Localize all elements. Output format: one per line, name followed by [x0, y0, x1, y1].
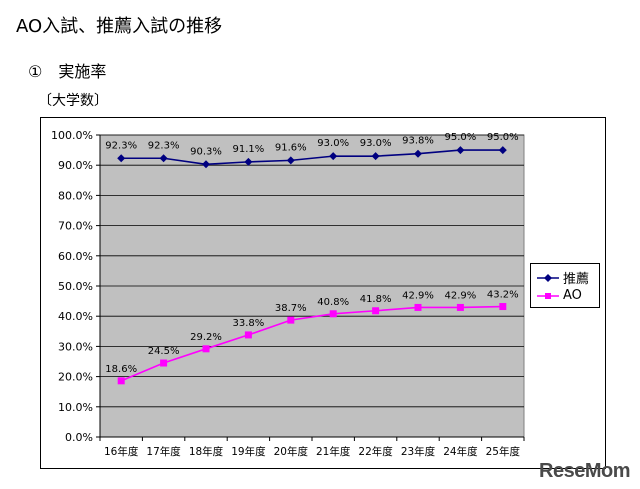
unit-label: 〔大学数〕: [38, 93, 108, 109]
data-label-ao: 33.8%: [233, 318, 265, 329]
y-tick-label: 10.0%: [58, 401, 93, 414]
data-point-ao: [372, 307, 380, 315]
x-tick-label: 17年度: [146, 445, 181, 458]
y-tick-label: 30.0%: [58, 340, 93, 353]
data-label-ao: 40.8%: [317, 297, 349, 308]
x-tick-label: 18年度: [189, 445, 224, 458]
data-label-ao: 42.9%: [445, 290, 477, 301]
y-tick-label: 50.0%: [58, 280, 93, 293]
y-tick-label: 60.0%: [58, 250, 93, 263]
data-point-ao: [329, 310, 337, 318]
data-point-suisen: [286, 156, 295, 165]
data-label-suisen: 95.0%: [487, 132, 519, 143]
data-point-suisen: [244, 157, 253, 166]
data-label-suisen: 93.0%: [360, 138, 392, 149]
data-label-ao: 24.5%: [148, 346, 180, 357]
x-tick-label: 19年度: [231, 445, 266, 458]
y-tick-label: 20.0%: [58, 371, 93, 384]
data-label-suisen: 95.0%: [445, 132, 477, 143]
data-point-suisen: [371, 152, 380, 161]
data-point-suisen: [456, 146, 465, 155]
data-label-ao: 41.8%: [360, 294, 392, 305]
series-line-ao: [120, 305, 503, 382]
y-tick-label: 40.0%: [58, 310, 93, 323]
data-label-suisen: 92.3%: [148, 140, 180, 151]
data-label-suisen: 93.0%: [317, 138, 349, 149]
data-point-ao: [117, 377, 125, 385]
data-label-suisen: 91.6%: [275, 142, 307, 153]
data-point-suisen: [329, 152, 338, 161]
data-point-suisen: [498, 146, 507, 155]
legend-label-ao: AO: [563, 288, 582, 303]
data-label-suisen: 93.8%: [402, 136, 434, 147]
data-point-ao: [244, 331, 252, 339]
data-label-suisen: 90.3%: [190, 146, 222, 157]
data-point-suisen: [414, 149, 422, 158]
legend-label-suisen: 推薦: [563, 272, 590, 287]
y-tick-label: 100.0%: [51, 129, 93, 142]
data-point-ao: [202, 345, 210, 353]
data-label-ao: 42.9%: [402, 290, 434, 301]
data-point-ao: [456, 303, 464, 311]
y-tick-label: 80.0%: [58, 189, 93, 202]
legend-item-suisen: 推薦: [537, 268, 589, 287]
x-tick-label: 24年度: [443, 445, 478, 458]
data-label-ao: 18.6%: [105, 364, 137, 375]
data-point-ao: [414, 303, 422, 311]
x-tick-label: 23年度: [401, 445, 436, 458]
data-label-ao: 38.7%: [275, 303, 307, 314]
data-label-suisen: 91.1%: [233, 144, 265, 155]
legend-swatch-ao: [537, 292, 559, 299]
data-point-suisen: [159, 154, 168, 163]
data-label-suisen: 92.3%: [105, 140, 137, 151]
data-point-ao: [160, 359, 168, 367]
y-tick-label: 0.0%: [65, 431, 93, 444]
y-tick-label: 90.0%: [58, 159, 93, 172]
y-tick-label: 70.0%: [58, 220, 93, 233]
data-point-suisen: [117, 154, 126, 163]
x-tick-label: 22年度: [358, 445, 393, 458]
data-point-ao: [287, 316, 295, 324]
x-tick-label: 16年度: [104, 445, 139, 458]
x-tick-label: 21年度: [316, 445, 351, 458]
data-point-ao: [499, 303, 507, 311]
data-label-ao: 43.2%: [487, 290, 519, 301]
brand-logo: ReseMom: [539, 460, 630, 482]
legend-swatch-suisen: [537, 273, 559, 282]
legend-item-ao: AO: [537, 288, 582, 303]
series-line-suisen: [121, 149, 503, 166]
data-point-suisen: [202, 160, 210, 169]
chart-legend: 推薦 AO: [530, 263, 600, 308]
x-tick-label: 20年度: [274, 445, 309, 458]
section-subtitle: ① 実施率: [28, 62, 107, 81]
page-title: AO入試、推薦入試の推移: [16, 16, 223, 37]
x-tick-label: 25年度: [486, 445, 521, 458]
data-label-ao: 29.2%: [190, 332, 222, 343]
